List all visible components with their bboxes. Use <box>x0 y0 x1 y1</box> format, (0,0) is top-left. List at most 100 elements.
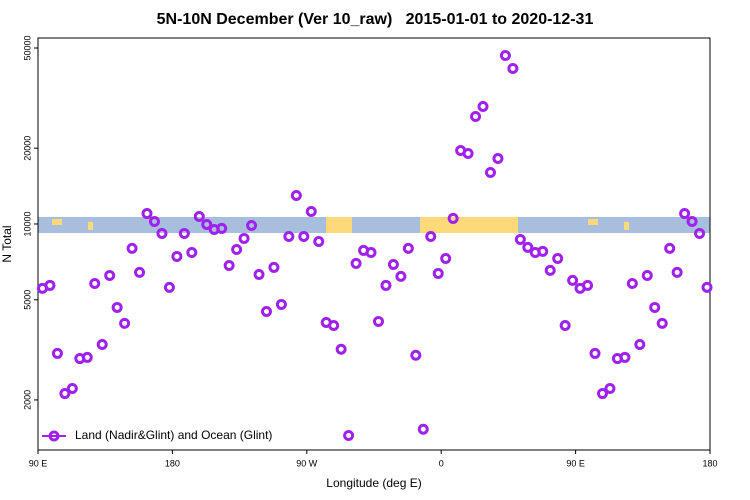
plot-frame <box>37 37 711 451</box>
data-point <box>148 215 160 227</box>
data-point <box>417 423 429 435</box>
data-point <box>111 301 123 313</box>
data-point <box>66 383 78 395</box>
data-point <box>559 320 571 332</box>
data-point <box>193 210 205 222</box>
x-axis-label: Longitude (deg E) <box>326 476 421 490</box>
y-tick-label: 5000 <box>22 290 32 310</box>
data-point <box>141 208 153 220</box>
data-point <box>268 261 280 273</box>
data-point <box>156 227 168 239</box>
data-point <box>641 270 653 282</box>
data-point <box>44 279 56 291</box>
data-point <box>313 235 325 247</box>
legend-marker <box>48 430 60 442</box>
data-point <box>186 247 198 259</box>
data-point <box>178 227 190 239</box>
data-point <box>567 274 579 286</box>
data-point <box>552 253 564 265</box>
data-point <box>283 230 295 242</box>
data-point <box>328 320 340 332</box>
data-point <box>679 208 691 220</box>
data-point <box>410 349 422 361</box>
y-tick-label: 50000 <box>22 36 32 61</box>
data-point <box>246 220 258 232</box>
data-point <box>507 62 519 74</box>
data-point <box>664 242 676 254</box>
data-point <box>163 281 175 293</box>
data-point <box>260 306 272 318</box>
land-ocean-band <box>38 217 710 233</box>
land-segment <box>588 219 598 225</box>
data-point <box>440 253 452 265</box>
data-point <box>402 242 414 254</box>
ocean-band <box>38 217 710 233</box>
data-point <box>305 205 317 217</box>
data-point <box>380 279 392 291</box>
data-point <box>701 281 713 293</box>
data-point <box>626 278 638 290</box>
data-point <box>59 388 71 400</box>
data-point <box>81 351 93 363</box>
data-point <box>432 267 444 279</box>
y-tick-label: 2000 <box>22 390 32 410</box>
x-tick-label: 180 <box>702 458 717 468</box>
data-point <box>231 243 243 255</box>
data-point <box>216 222 228 234</box>
data-point <box>634 339 646 351</box>
data-point <box>656 317 668 329</box>
legend-label: Land (Nadir&Glint) and Ocean (Glint) <box>75 428 272 442</box>
data-point <box>671 266 683 278</box>
x-tick-label: 0 <box>439 458 444 468</box>
x-tick-label: 90 E <box>566 458 585 468</box>
data-point <box>134 266 146 278</box>
data-point <box>223 259 235 271</box>
land-segment <box>624 222 629 230</box>
data-point <box>238 232 250 244</box>
chart-title: 5N-10N December (Ver 10_raw) 2015-01-01 … <box>157 11 594 28</box>
y-tick-label: 20000 <box>22 136 32 161</box>
data-point <box>544 264 556 276</box>
data-point <box>694 227 706 239</box>
data-point <box>619 351 631 363</box>
data-point <box>96 339 108 351</box>
data-point <box>514 233 526 245</box>
data-point <box>275 298 287 310</box>
y-tick-label: 10000 <box>22 211 32 236</box>
data-point <box>462 148 474 160</box>
data-point <box>395 270 407 282</box>
x-tick-label: 90 E <box>29 458 48 468</box>
data-point <box>425 230 437 242</box>
data-point <box>537 245 549 257</box>
data-point <box>119 317 131 329</box>
data-point <box>604 383 616 395</box>
data-point <box>484 167 496 179</box>
data-point <box>372 315 384 327</box>
data-point <box>171 250 183 262</box>
data-point <box>492 153 504 165</box>
data-point <box>522 241 534 253</box>
data-point <box>589 347 601 359</box>
land-segment <box>88 222 93 230</box>
data-point <box>477 100 489 112</box>
data-point <box>201 219 213 231</box>
data-point <box>298 230 310 242</box>
data-point <box>499 49 511 61</box>
data-point <box>649 301 661 313</box>
data-point <box>104 270 116 282</box>
land-segment <box>326 217 352 233</box>
data-point <box>470 110 482 122</box>
data-point <box>253 268 265 280</box>
x-tick-label: 90 W <box>296 458 318 468</box>
data-point <box>582 279 594 291</box>
data-point <box>686 215 698 227</box>
data-point <box>447 212 459 224</box>
x-tick-label: 180 <box>165 458 180 468</box>
data-point <box>290 189 302 201</box>
land-segment <box>420 217 518 233</box>
data-point <box>365 247 377 259</box>
data-point <box>343 429 355 441</box>
y-axis-label: N Total <box>0 225 14 262</box>
data-point <box>51 347 63 359</box>
